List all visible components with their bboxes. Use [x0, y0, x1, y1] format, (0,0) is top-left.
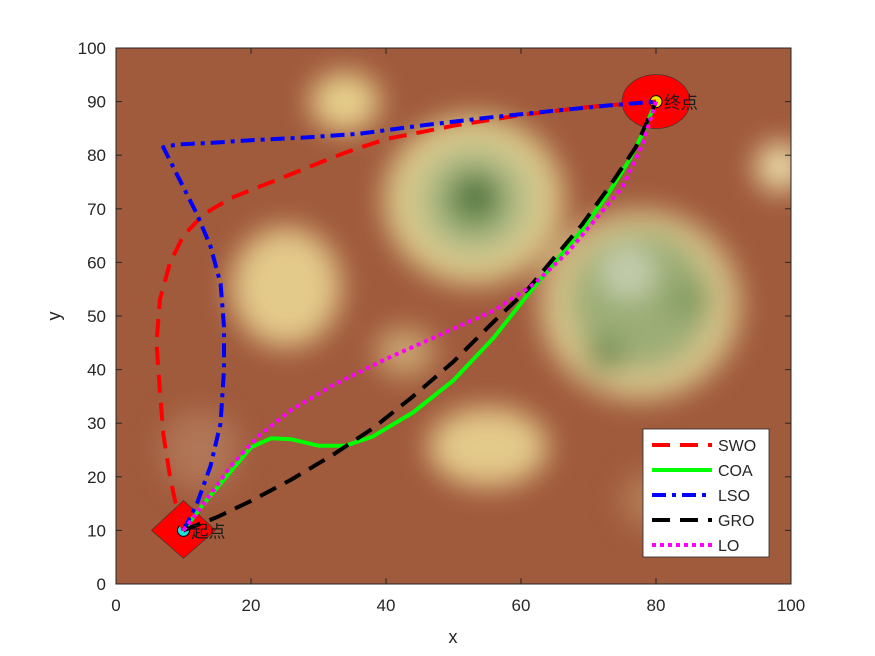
terrain-background [116, 48, 791, 584]
x-tick-label: 20 [242, 596, 261, 615]
legend-label-gro: GRO [718, 513, 754, 530]
x-tick-label: 60 [512, 596, 531, 615]
x-tick-label: 80 [647, 596, 666, 615]
y-tick-label: 80 [87, 146, 106, 165]
legend-label-lso: LSO [718, 488, 750, 505]
y-axis-ticks: 0 10 20 30 40 50 60 70 80 90 100 [78, 39, 791, 594]
y-tick-label: 90 [87, 93, 106, 112]
y-axis-label: y [44, 312, 64, 321]
series-line-coa [181, 100, 658, 532]
legend: SWO COA LSO GRO LO [642, 428, 770, 558]
y-tick-label: 50 [87, 307, 106, 326]
start-label: 起点 [192, 522, 226, 541]
x-tick-label: 0 [111, 596, 120, 615]
y-tick-label: 60 [87, 253, 106, 272]
y-tick-label: 20 [87, 468, 106, 487]
x-axis-ticks: 0 20 40 60 80 100 [111, 48, 805, 615]
legend-label-swo: SWO [718, 438, 756, 455]
series-line-gro [182, 100, 658, 533]
legend-label-lo: LO [718, 538, 739, 555]
legend-label-coa: COA [718, 463, 753, 480]
series-line-swo [154, 99, 657, 531]
y-tick-label: 40 [87, 361, 106, 380]
x-tick-label: 40 [377, 596, 396, 615]
series-line-lso [161, 99, 657, 532]
marker-labels: 起点 终点 [192, 94, 699, 542]
y-tick-label: 100 [78, 39, 106, 58]
series-line-lo [181, 100, 658, 532]
series-lines [154, 99, 658, 533]
y-tick-label: 0 [97, 575, 106, 594]
y-tick-label: 70 [87, 200, 106, 219]
x-axis-label: x [449, 627, 458, 647]
y-tick-label: 30 [87, 414, 106, 433]
goal-label: 终点 [664, 94, 698, 113]
y-tick-label: 10 [87, 521, 106, 540]
x-tick-label: 100 [777, 596, 805, 615]
